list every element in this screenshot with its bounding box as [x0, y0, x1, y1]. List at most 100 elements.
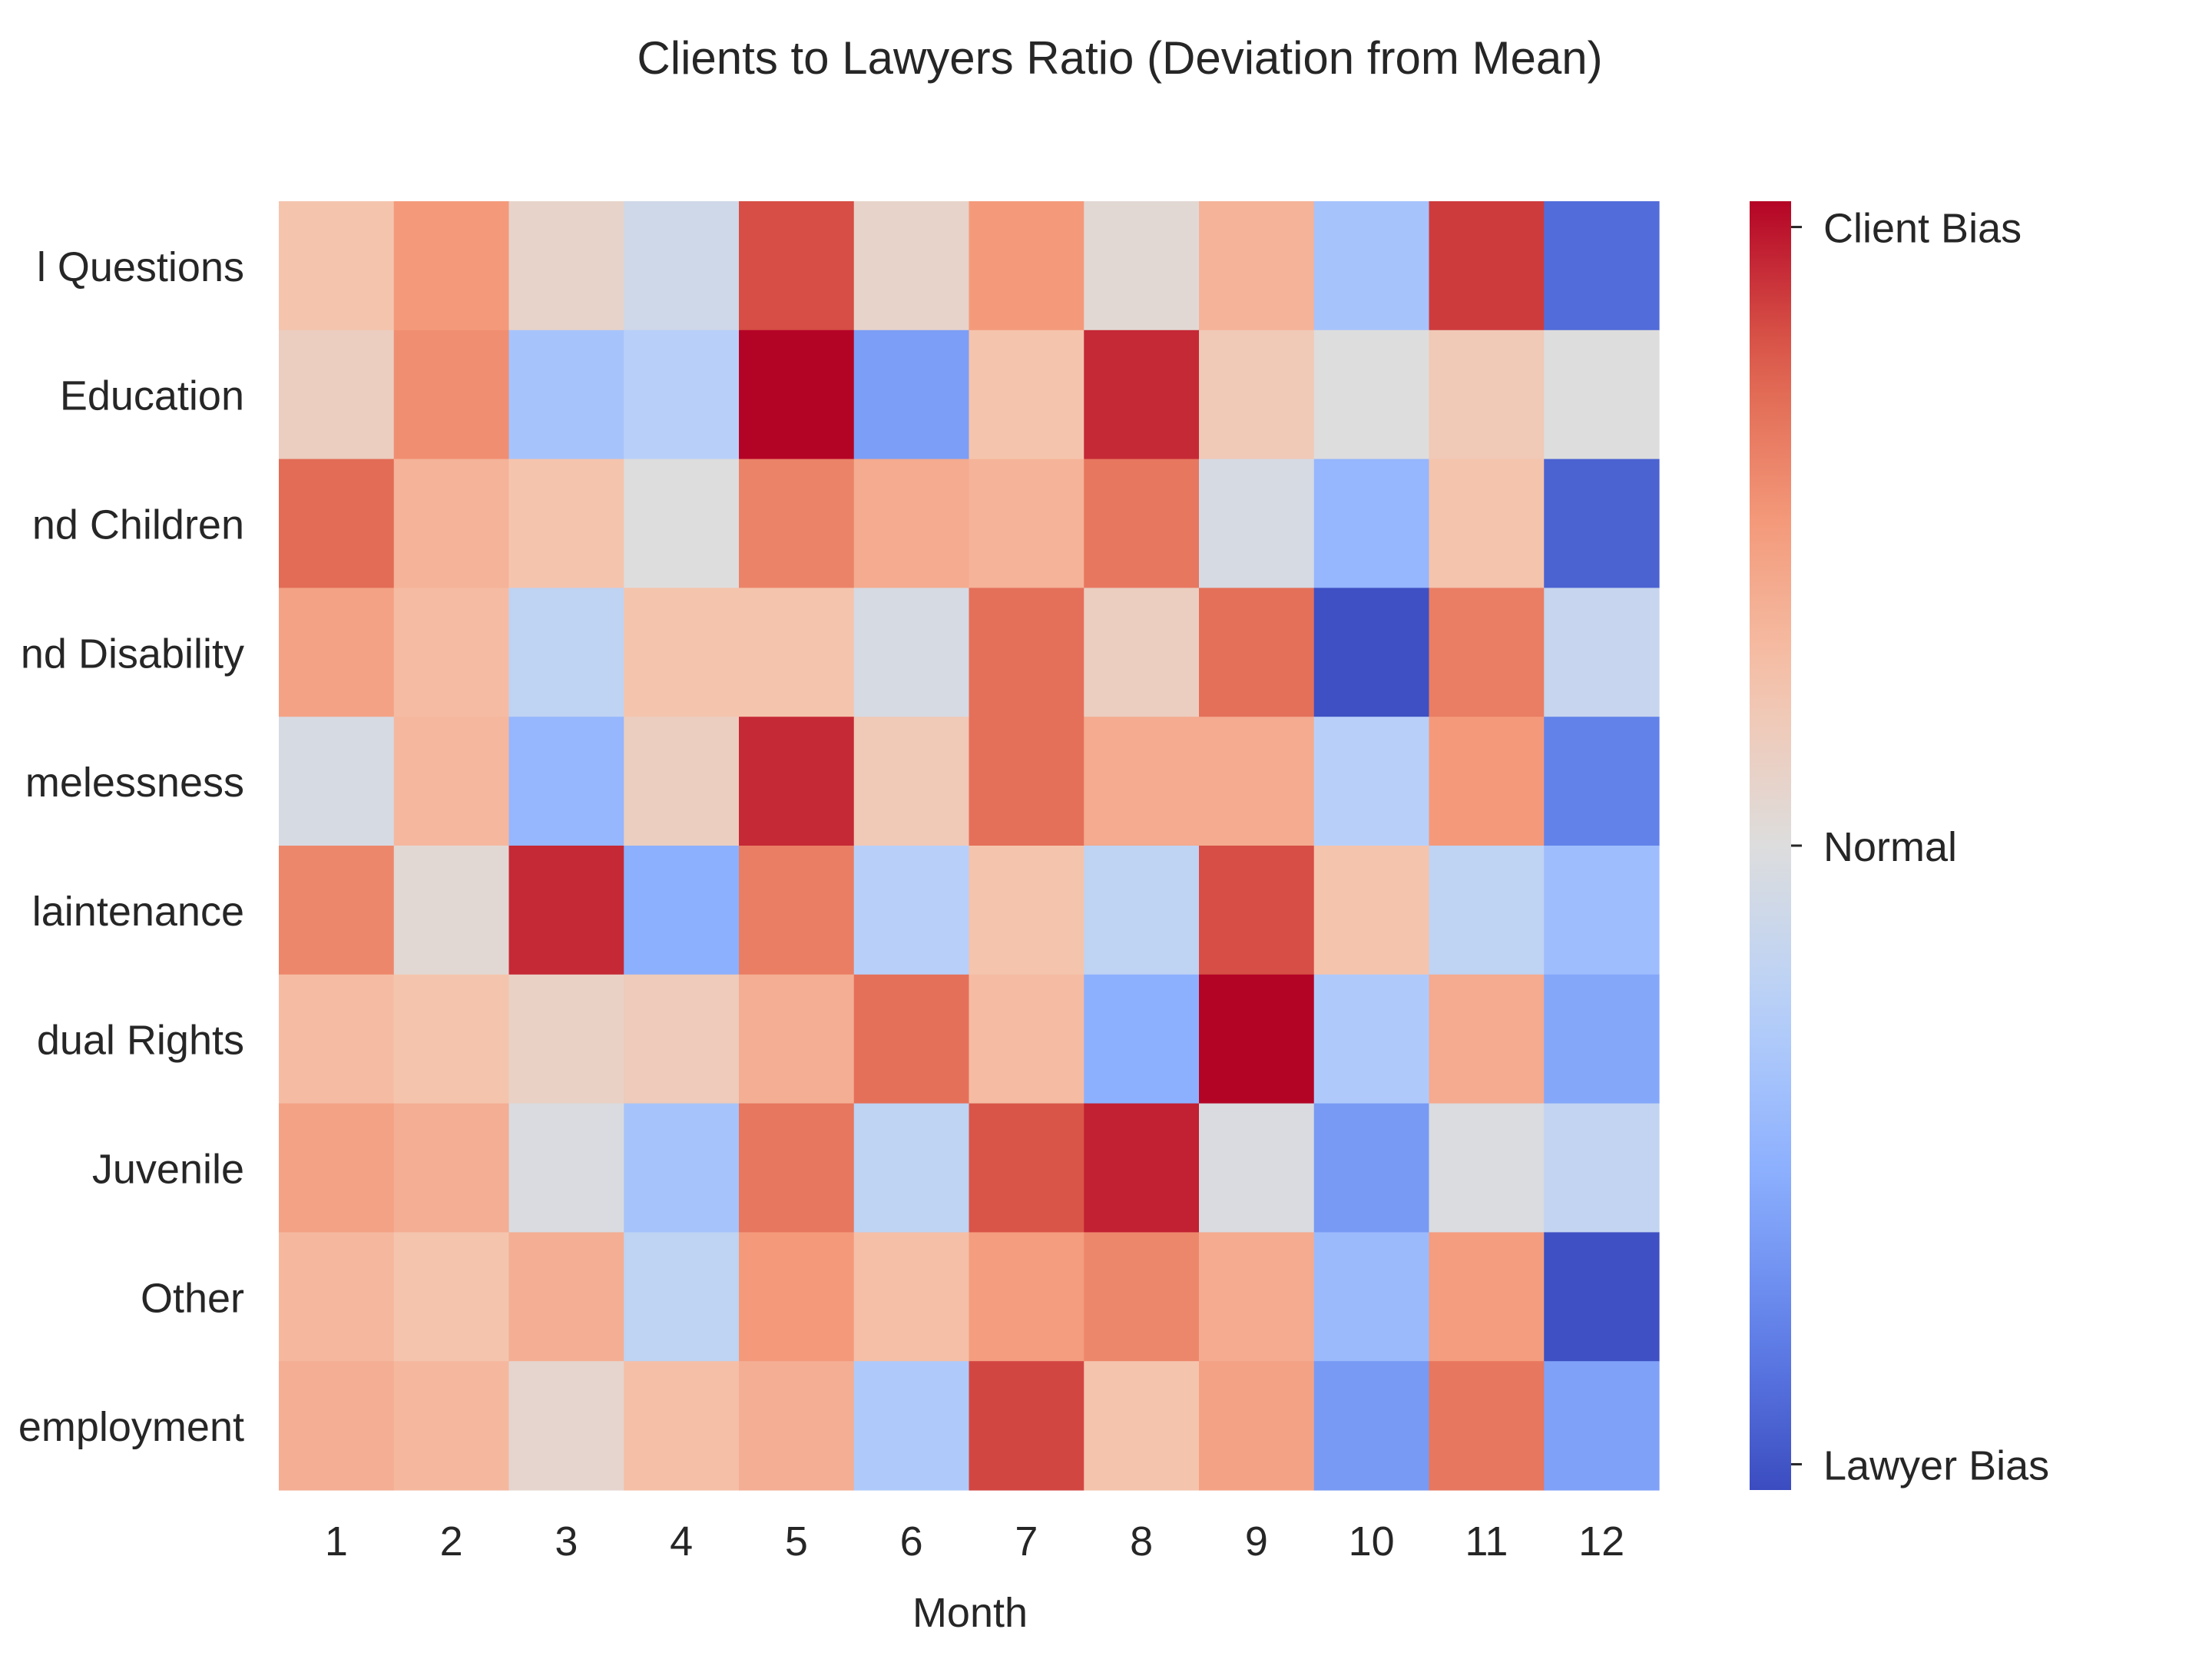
heatmap-cell — [1199, 974, 1315, 1104]
heatmap-cell — [393, 1361, 510, 1491]
heatmap-cell — [1429, 1361, 1545, 1491]
x-tick-label: 4 — [670, 1518, 693, 1565]
heatmap-cell — [853, 717, 970, 846]
y-tick-label: nd Children — [32, 502, 244, 548]
y-tick-label: l Questions — [37, 244, 244, 290]
heatmap-cell — [1544, 1103, 1660, 1233]
colorbar-tick-label: Lawyer Bias — [1823, 1442, 2049, 1488]
y-tick-label: Other — [141, 1275, 244, 1321]
heatmap-cell — [279, 459, 395, 588]
heatmap-cell — [1199, 846, 1315, 975]
heatmap-cell — [624, 974, 740, 1104]
heatmap-cell — [853, 588, 970, 717]
heatmap-cell — [393, 329, 510, 460]
heatmap-cell — [508, 974, 624, 1104]
heatmap-cell — [1429, 201, 1545, 331]
heatmap-cell — [969, 1103, 1084, 1233]
heatmap-cell — [508, 1232, 624, 1362]
heatmap-cell — [624, 1361, 740, 1491]
x-tick-label: 10 — [1349, 1518, 1395, 1565]
heatmap-cell — [1313, 459, 1430, 588]
heatmap-cell — [1199, 201, 1315, 331]
heatmap-cell — [739, 974, 855, 1104]
heatmap-cell — [1544, 1232, 1660, 1362]
heatmap-cell — [969, 1361, 1084, 1491]
heatmap-cell — [1429, 846, 1545, 975]
heatmap-cell — [1544, 329, 1660, 460]
heatmap-cell — [279, 846, 395, 975]
heatmap-cell — [739, 459, 855, 588]
heatmap-cell — [393, 717, 510, 846]
heatmap-cell — [508, 1361, 624, 1491]
colorbar — [1750, 201, 1791, 1490]
heatmap-cell — [393, 1232, 510, 1362]
y-tick-label: Education — [60, 373, 244, 419]
x-axis-label: Month — [912, 1590, 1028, 1636]
x-tick-label: 6 — [900, 1518, 923, 1565]
heatmap-cell — [1544, 974, 1660, 1104]
heatmap-cell — [624, 588, 740, 717]
heatmap-cell — [1084, 717, 1200, 846]
heatmap-cell — [969, 1232, 1084, 1362]
heatmap-cell — [1544, 717, 1660, 846]
heatmap-cell — [969, 588, 1084, 717]
heatmap-cell — [739, 201, 855, 331]
heatmap-cell — [508, 459, 624, 588]
heatmap-cell — [279, 1103, 395, 1233]
heatmap-cell — [508, 1103, 624, 1233]
heatmap-cell — [1084, 846, 1200, 975]
x-tick-label: 5 — [785, 1518, 808, 1565]
heatmap-cell — [853, 459, 970, 588]
heatmap-cell — [739, 588, 855, 717]
heatmap-cell — [969, 329, 1084, 460]
colorbar-tick-label: Normal — [1823, 824, 1957, 870]
heatmap-cell — [969, 201, 1084, 331]
heatmap-cell — [1084, 1361, 1200, 1491]
heatmap-cell — [1544, 201, 1660, 331]
heatmap-cell — [969, 717, 1084, 846]
heatmap-cell — [624, 1232, 740, 1362]
heatmap-cell — [1429, 459, 1545, 588]
heatmap-cell — [1199, 1103, 1315, 1233]
heatmap-cell — [739, 717, 855, 846]
heatmap-cell — [508, 846, 624, 975]
heatmap-cell — [508, 717, 624, 846]
heatmap-cell — [969, 974, 1084, 1104]
heatmap-cell — [1313, 1232, 1430, 1362]
heatmap-cell — [1199, 588, 1315, 717]
heatmap-cell — [853, 1361, 970, 1491]
heatmap-cell — [279, 588, 395, 717]
heatmap-cell — [853, 201, 970, 331]
heatmap-cell — [1084, 1232, 1200, 1362]
colorbar-ticks: Client Bias Normal Lawyer Bias — [1791, 206, 2049, 1488]
heatmap-cell — [1429, 329, 1545, 460]
x-tick-label: 3 — [555, 1518, 578, 1565]
y-tick-label: employment — [18, 1404, 244, 1450]
heatmap-cell — [624, 717, 740, 846]
heatmap-cell — [279, 1361, 395, 1491]
heatmap-cell — [969, 459, 1084, 588]
heatmap-cell — [508, 201, 624, 331]
heatmap-cell — [508, 588, 624, 717]
heatmap-cell — [624, 459, 740, 588]
heatmap-cell — [624, 329, 740, 460]
heatmap-cell — [1199, 717, 1315, 846]
x-tick-label: 7 — [1015, 1518, 1038, 1565]
y-tick-label: melessness — [25, 760, 244, 806]
heatmap-cell — [853, 329, 970, 460]
heatmap-cell — [1313, 1103, 1430, 1233]
y-tick-label: Juvenile — [92, 1147, 244, 1193]
heatmap-cell — [1199, 1232, 1315, 1362]
x-tick-label: 12 — [1578, 1518, 1624, 1565]
heatmap-cell — [853, 974, 970, 1104]
heatmap-cell — [279, 974, 395, 1104]
heatmap-cell — [739, 1232, 855, 1362]
heatmap-cell — [1199, 459, 1315, 588]
heatmap-cell — [739, 1361, 855, 1491]
heatmap-cell — [1084, 974, 1200, 1104]
heatmap-cell — [279, 329, 395, 460]
heatmap-cell — [624, 201, 740, 331]
heatmap-cell — [739, 846, 855, 975]
heatmap-cell — [969, 846, 1084, 975]
heatmap-cell — [393, 974, 510, 1104]
